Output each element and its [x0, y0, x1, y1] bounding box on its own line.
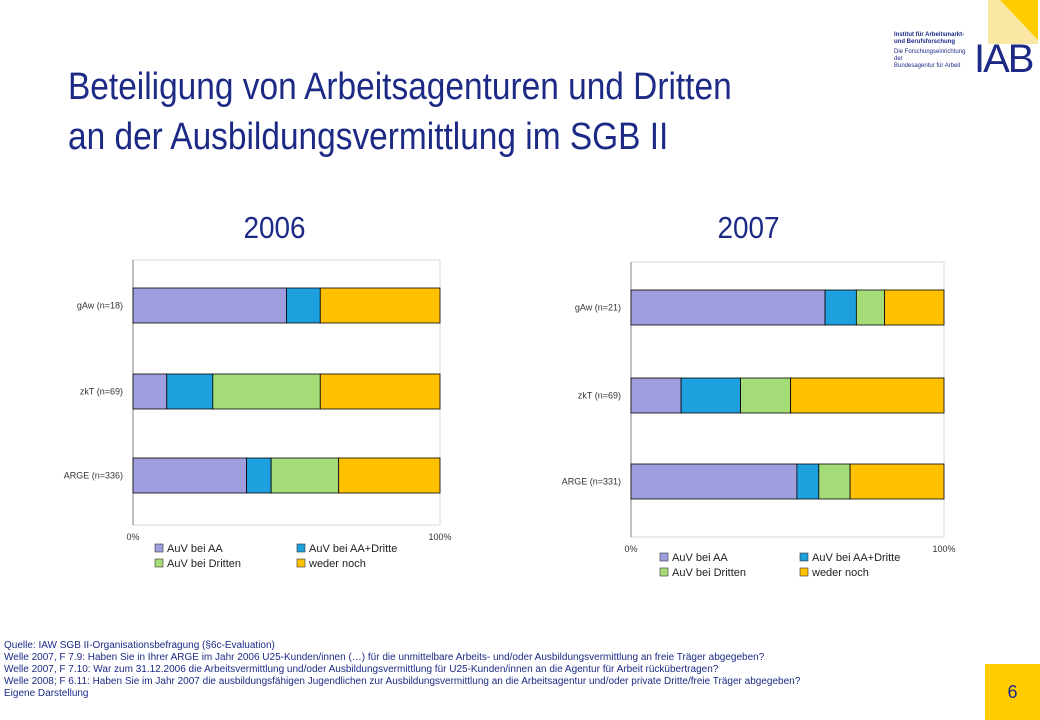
- bar-auv-bei-aa-dritte-zkt: [680, 377, 741, 414]
- legend-label-auv-bei-aa-dritte: AuV bei AA+Dritte: [812, 552, 900, 564]
- chart-2007-title: 2007: [717, 210, 780, 245]
- category-label: ARGE (n=336): [64, 471, 123, 481]
- iab-logo: Institut für Arbeitsmarkt- und Berufsfor…: [894, 0, 1040, 80]
- legend-swatch-auv-bei-dritten: [659, 567, 669, 577]
- bar-auv-bei-aa-dritte-gaw: [286, 287, 321, 324]
- legend-label-auv-bei-aa-dritte: AuV bei AA+Dritte: [309, 543, 397, 555]
- bar-weder-noch-zkt: [319, 373, 441, 410]
- category-label: zkT (n=69): [80, 387, 123, 397]
- x-tick-label: 100%: [428, 532, 451, 542]
- svg-text:IAB: IAB: [974, 37, 1033, 80]
- bar-weder-noch-zkt: [790, 377, 945, 414]
- bar-auv-bei-aa-dritte-gaw: [824, 289, 857, 326]
- legend-swatch-weder-noch: [296, 558, 306, 568]
- bar-auv-bei-aa-gaw: [630, 289, 826, 326]
- page-number: 6: [985, 664, 1040, 720]
- legend-label-auv-bei-aa: AuV bei AA: [167, 543, 223, 555]
- legend-label-auv-bei-aa: AuV bei AA: [672, 552, 728, 564]
- logo-line-3: Die Forschungseinrichtung der: [894, 49, 966, 62]
- bar-auv-bei-aa-arge: [630, 463, 798, 500]
- bar-auv-bei-aa-dritte-arge: [796, 463, 820, 500]
- x-tick-label: 0%: [126, 532, 139, 542]
- chart-2006: gAw (n=18) zkT (n=69) ARGE (n=336) 0% 100% Au…: [64, 259, 452, 570]
- legend-swatch-auv-bei-aa-dritte: [296, 543, 306, 553]
- footer-line: Welle 2007, F 7.9: Haben Sie in Ihrer AR…: [4, 652, 765, 663]
- iab-logo-mark: IAB: [974, 0, 1038, 80]
- bar-auv-bei-dritten-arge: [270, 457, 340, 494]
- bar-auv-bei-aa-arge: [132, 457, 247, 494]
- logo-line-2: und Berufsforschung: [894, 39, 955, 45]
- footer-line: Eigene Darstellung: [4, 688, 89, 699]
- bar-auv-bei-aa-zkt: [132, 373, 168, 410]
- bar-auv-bei-aa-zkt: [630, 377, 682, 414]
- bar-auv-bei-dritten-gaw: [855, 289, 885, 326]
- x-tick-label: 0%: [624, 544, 637, 554]
- chart-2007: gAw (n=21) zkT (n=69) ARGE (n=331) 0% 100% Au…: [562, 261, 956, 579]
- legend-swatch-auv-bei-dritten: [154, 558, 164, 568]
- legend-swatch-auv-bei-aa: [154, 543, 164, 553]
- bar-auv-bei-dritten-zkt: [740, 377, 792, 414]
- legend-swatch-auv-bei-aa: [659, 552, 669, 562]
- category-label: gAw (n=21): [575, 303, 621, 313]
- slide-title: Beteiligung von Arbeitsagenturen und Dri…: [68, 62, 732, 162]
- logo-caption: Institut für Arbeitsmarkt- und Berufsfor…: [894, 32, 974, 70]
- bar-auv-bei-dritten-zkt: [212, 373, 321, 410]
- bar-weder-noch-arge: [849, 463, 945, 500]
- x-tick-label: 100%: [932, 544, 955, 554]
- legend-swatch-auv-bei-aa-dritte: [799, 552, 809, 562]
- bar-weder-noch-arge: [338, 457, 441, 494]
- bar-auv-bei-aa-dritte-zkt: [166, 373, 214, 410]
- footer-line: Quelle: IAW SGB II-Organisationsbefragun…: [4, 640, 275, 651]
- legend-label-auv-bei-dritten: AuV bei Dritten: [167, 558, 241, 570]
- bar-weder-noch-gaw: [319, 287, 441, 324]
- category-label: ARGE (n=331): [562, 477, 621, 487]
- legend-swatch-weder-noch: [799, 567, 809, 577]
- category-label: gAw (n=18): [77, 301, 123, 311]
- bar-auv-bei-aa-gaw: [132, 287, 287, 324]
- legend-label-weder-noch: weder noch: [811, 567, 869, 579]
- category-label: zkT (n=69): [578, 391, 621, 401]
- chart-2006-title: 2006: [243, 210, 306, 245]
- bar-auv-bei-dritten-arge: [818, 463, 851, 500]
- legend-label-auv-bei-dritten: AuV bei Dritten: [672, 567, 746, 579]
- legend-label-weder-noch: weder noch: [308, 558, 366, 570]
- logo-line-4: Bundesagentur für Arbeit: [894, 63, 961, 69]
- bar-weder-noch-gaw: [884, 289, 945, 326]
- slide-title-line-2: an der Ausbildungsvermittlung im SGB II: [68, 116, 669, 158]
- bar-auv-bei-aa-dritte-arge: [246, 457, 272, 494]
- logo-line-1: Institut für Arbeitsmarkt-: [894, 32, 965, 38]
- footer-line: Welle 2008; F 6.11: Haben Sie im Jahr 20…: [4, 676, 801, 687]
- footer-line: Welle 2007, F 7.10: War zum 31.12.2006 d…: [4, 664, 719, 675]
- slide-title-line-1: Beteiligung von Arbeitsagenturen und Dri…: [68, 66, 732, 108]
- source-footer: Quelle: IAW SGB II-Organisationsbefragun…: [4, 640, 989, 700]
